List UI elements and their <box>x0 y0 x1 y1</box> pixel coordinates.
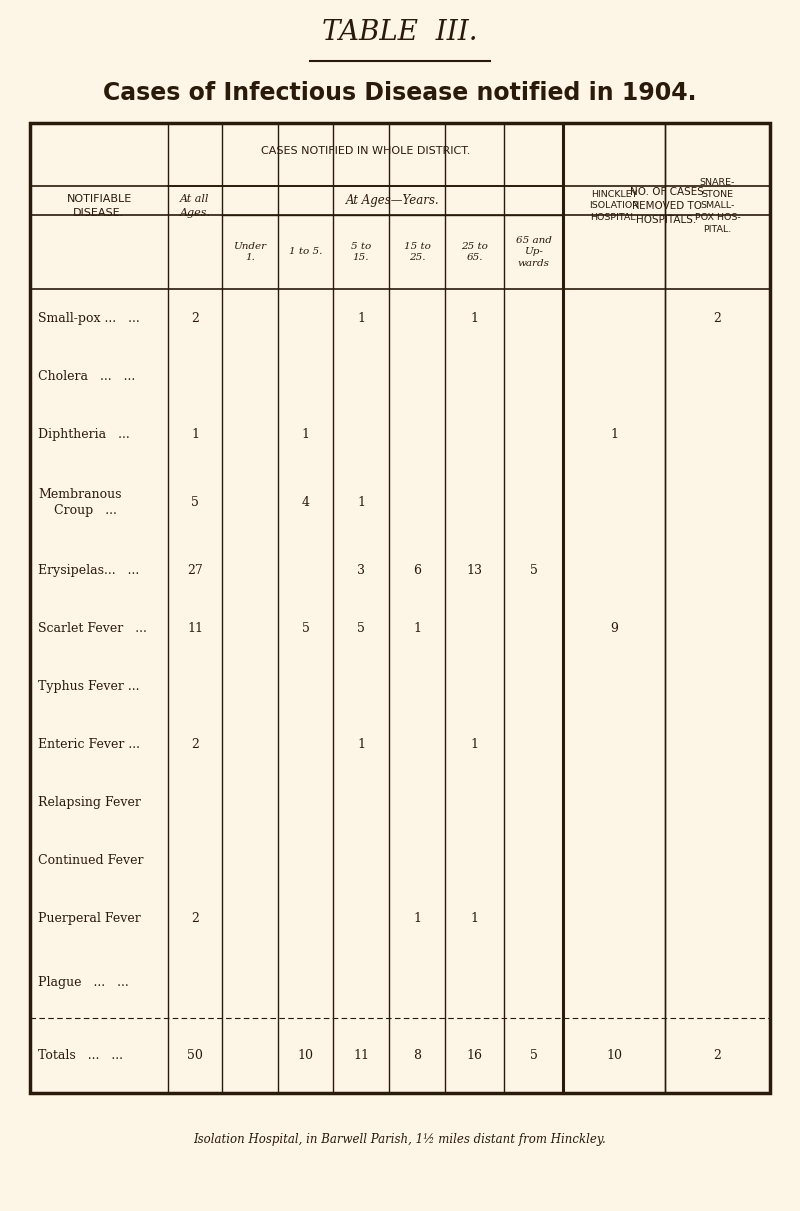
Text: 3: 3 <box>357 564 365 578</box>
Text: 1: 1 <box>413 622 421 635</box>
Text: 1: 1 <box>413 912 421 925</box>
Text: 1: 1 <box>357 495 365 509</box>
Text: HINCKLEY
ISOLATION
HOSPITAL.: HINCKLEY ISOLATION HOSPITAL. <box>589 190 639 223</box>
Text: 25 to
65.: 25 to 65. <box>461 242 488 263</box>
Text: Diphtheria   ...: Diphtheria ... <box>38 427 130 441</box>
Text: 10: 10 <box>606 1049 622 1062</box>
Text: Typhus Fever ...: Typhus Fever ... <box>38 681 139 693</box>
Text: 5: 5 <box>357 622 365 635</box>
Text: 5: 5 <box>191 495 199 509</box>
Text: 27: 27 <box>187 564 203 578</box>
Text: 4: 4 <box>302 495 310 509</box>
Text: TABLE  III.: TABLE III. <box>322 19 478 46</box>
Text: NOTIFIABLE
DISEASE.: NOTIFIABLE DISEASE. <box>66 194 132 218</box>
Text: Small-pox ...   ...: Small-pox ... ... <box>38 311 140 325</box>
Text: 5: 5 <box>530 1049 538 1062</box>
Text: 2: 2 <box>191 912 199 925</box>
Text: 2: 2 <box>191 311 199 325</box>
Text: 1: 1 <box>357 311 365 325</box>
Text: 15 to
25.: 15 to 25. <box>403 242 430 263</box>
Text: Enteric Fever ...: Enteric Fever ... <box>38 739 140 751</box>
Text: Relapsing Fever: Relapsing Fever <box>38 797 141 809</box>
Text: 6: 6 <box>413 564 421 578</box>
Text: Plague   ...   ...: Plague ... ... <box>38 976 129 989</box>
Text: 8: 8 <box>413 1049 421 1062</box>
Text: SNARE-
STONE
SMALL-
POX HOS-
PITAL.: SNARE- STONE SMALL- POX HOS- PITAL. <box>694 178 740 234</box>
Text: 2: 2 <box>714 1049 722 1062</box>
Bar <box>30 124 770 1094</box>
Text: Erysipelas...   ...: Erysipelas... ... <box>38 564 139 578</box>
Text: Cases of Infectious Disease notified in 1904.: Cases of Infectious Disease notified in … <box>103 81 697 105</box>
Text: 2: 2 <box>191 739 199 751</box>
Text: 1: 1 <box>610 427 618 441</box>
Text: 1: 1 <box>470 912 478 925</box>
Text: Under
1.: Under 1. <box>234 242 266 263</box>
Text: CASES NOTIFIED IN WHOLE DISTRICT.: CASES NOTIFIED IN WHOLE DISTRICT. <box>261 147 470 156</box>
Text: 1: 1 <box>470 739 478 751</box>
Text: Continued Fever: Continued Fever <box>38 854 143 867</box>
Text: 5 to
15.: 5 to 15. <box>351 242 371 263</box>
Text: At all
Ages.: At all Ages. <box>179 194 210 218</box>
Text: Scarlet Fever   ...: Scarlet Fever ... <box>38 622 147 635</box>
Text: 13: 13 <box>466 564 482 578</box>
Text: 1: 1 <box>357 739 365 751</box>
Text: 50: 50 <box>187 1049 203 1062</box>
Text: NO. OF CASES
REMOVED TO
HOSPITALS.: NO. OF CASES REMOVED TO HOSPITALS. <box>630 186 703 225</box>
Text: 16: 16 <box>466 1049 482 1062</box>
Text: 1: 1 <box>302 427 310 441</box>
Text: 11: 11 <box>353 1049 369 1062</box>
Text: Cholera   ...   ...: Cholera ... ... <box>38 369 135 383</box>
Text: 1 to 5.: 1 to 5. <box>289 247 322 257</box>
Text: 9: 9 <box>610 622 618 635</box>
Text: 1: 1 <box>191 427 199 441</box>
Text: Puerperal Fever: Puerperal Fever <box>38 912 141 925</box>
Text: At Ages—Years.: At Ages—Years. <box>346 194 439 207</box>
Text: 5: 5 <box>302 622 310 635</box>
Text: 1: 1 <box>470 311 478 325</box>
Text: Totals   ...   ...: Totals ... ... <box>38 1049 123 1062</box>
Text: 5: 5 <box>530 564 538 578</box>
Text: 2: 2 <box>714 311 722 325</box>
Text: Isolation Hospital, in Barwell Parish, 1½ miles distant from Hinckley.: Isolation Hospital, in Barwell Parish, 1… <box>194 1132 606 1146</box>
Text: Membranous
    Croup   ...: Membranous Croup ... <box>38 488 122 517</box>
Text: 11: 11 <box>187 622 203 635</box>
Text: 10: 10 <box>298 1049 314 1062</box>
Text: 65 and
Up-
wards: 65 and Up- wards <box>515 236 551 269</box>
